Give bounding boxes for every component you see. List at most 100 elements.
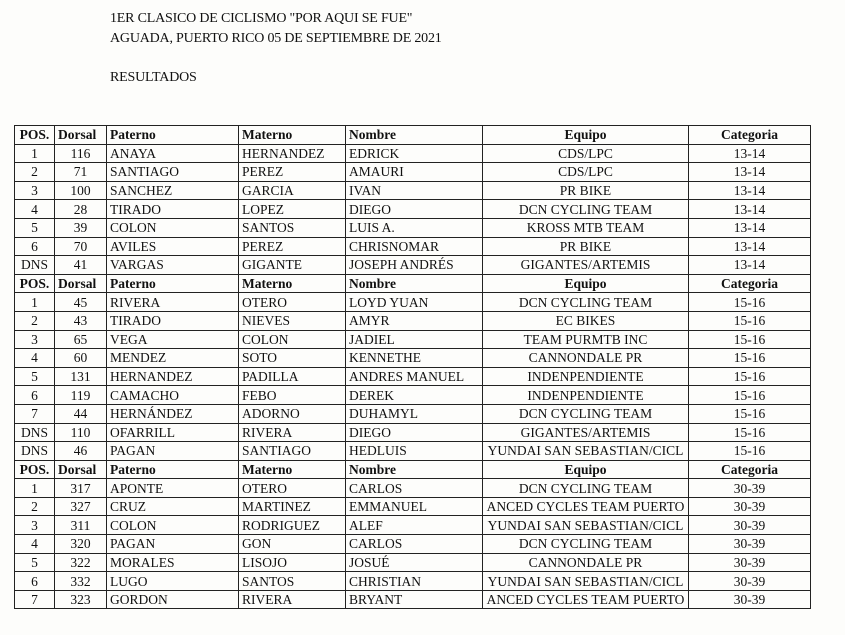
cell-categoria: 30-39 bbox=[688, 515, 811, 536]
cell-equipo: YUNDAI SAN SEBASTIAN/CICL bbox=[482, 441, 689, 461]
cell-categoria: 15-16 bbox=[688, 292, 811, 312]
cell-materno: PADILLA bbox=[238, 366, 346, 387]
column-header-dorsal: Dorsal bbox=[54, 125, 107, 145]
table-row: 3 311 COLON RODRIGUEZ ALEF YUNDAI SAN SEBASTI… bbox=[14, 515, 811, 536]
cell-equipo: YUNDAI SAN SEBASTIAN/CICL bbox=[482, 571, 689, 591]
table-row: 1 317 APONTE OTERO CARLOS DCN CYCLING TEAM 30-… bbox=[14, 478, 811, 498]
cell-nombre: EDRICK bbox=[345, 143, 483, 164]
cell-materno: PEREZ bbox=[238, 236, 346, 257]
cell-position: 2 bbox=[14, 310, 55, 331]
table-row: 2 71 SANTIAGO PEREZ AMAURI CDS/LPC 13-14 bbox=[14, 162, 811, 182]
cell-dorsal: 116 bbox=[54, 143, 107, 164]
cell-dorsal: 323 bbox=[54, 589, 107, 610]
cell-materno: NIEVES bbox=[238, 310, 346, 331]
cell-equipo: EC BIKES bbox=[482, 310, 689, 331]
column-header-materno: Materno bbox=[238, 459, 346, 480]
cell-position: 1 bbox=[14, 292, 55, 312]
cell-materno: LOPEZ bbox=[238, 199, 346, 219]
cell-paterno: CAMACHO bbox=[106, 385, 239, 405]
table-row: DNS 110 OFARRILL RIVERA DIEGO GIGANTES/ARTEMI… bbox=[14, 422, 811, 443]
cell-nombre: JOSEPH ANDRÉS bbox=[345, 255, 483, 275]
cell-dorsal: 71 bbox=[54, 162, 107, 182]
column-header-nombre: Nombre bbox=[345, 125, 483, 145]
column-header-equipo: Equipo bbox=[482, 125, 689, 145]
cell-materno: RIVERA bbox=[238, 422, 346, 443]
cell-paterno: VEGA bbox=[106, 329, 239, 350]
cell-position: 2 bbox=[14, 496, 55, 517]
cell-categoria: 13-14 bbox=[688, 255, 811, 275]
cell-position: 7 bbox=[14, 403, 55, 424]
cell-nombre: ALEF bbox=[345, 515, 483, 536]
cell-position: 7 bbox=[14, 589, 55, 610]
cell-paterno: COLON bbox=[106, 515, 239, 536]
cell-nombre: DUHAMYL bbox=[345, 403, 483, 424]
cell-dorsal: 311 bbox=[54, 515, 107, 536]
cell-nombre: LUIS A. bbox=[345, 217, 483, 238]
cell-materno: PEREZ bbox=[238, 162, 346, 182]
cell-materno: OTERO bbox=[238, 292, 346, 312]
table-row: 5 322 MORALES LISOJO JOSUÉ CANNONDALE PR 30-39 bbox=[14, 552, 811, 573]
cell-position: DNS bbox=[14, 422, 55, 443]
table-row: 5 39 COLON SANTOS LUIS A. KROSS MTB TEAM 13-14 bbox=[14, 217, 811, 238]
cell-categoria: 15-16 bbox=[688, 441, 811, 461]
cell-position: 6 bbox=[14, 571, 55, 591]
cell-materno: COLON bbox=[238, 329, 346, 350]
cell-paterno: AVILES bbox=[106, 236, 239, 257]
cell-materno: GON bbox=[238, 534, 346, 554]
column-header-categoria: Categoria bbox=[688, 273, 811, 294]
table-row: 7 44 HERNÁNDEZ ADORNO DUHAMYL DCN CYCLING TEA… bbox=[14, 403, 811, 424]
table-row: 5 131 HERNANDEZ PADILLA ANDRES MANUEL INDENPE… bbox=[14, 366, 811, 387]
table-row: 3 100 SANCHEZ GARCIA IVAN PR BIKE 13-14 bbox=[14, 180, 811, 201]
cell-nombre: IVAN bbox=[345, 180, 483, 201]
cell-nombre: AMYR bbox=[345, 310, 483, 331]
cell-equipo: DCN CYCLING TEAM bbox=[482, 534, 689, 554]
cell-categoria: 15-16 bbox=[688, 366, 811, 387]
table-row: 6 119 CAMACHO FEBO DEREK INDENPENDIENTE 15-16 bbox=[14, 385, 811, 405]
cell-materno: HERNANDEZ bbox=[238, 143, 346, 164]
cell-equipo: CDS/LPC bbox=[482, 143, 689, 164]
column-header-materno: Materno bbox=[238, 273, 346, 294]
cell-categoria: 13-14 bbox=[688, 217, 811, 238]
cell-categoria: 30-39 bbox=[688, 496, 811, 517]
cell-materno: ADORNO bbox=[238, 403, 346, 424]
cell-dorsal: 70 bbox=[54, 236, 107, 257]
column-header-categoria: Categoria bbox=[688, 459, 811, 480]
cell-materno: GARCIA bbox=[238, 180, 346, 201]
table-row: 6 70 AVILES PEREZ CHRISNOMAR PR BIKE 13-14 bbox=[14, 236, 811, 257]
cell-paterno: ANAYA bbox=[106, 143, 239, 164]
cell-dorsal: 65 bbox=[54, 329, 107, 350]
cell-position: DNS bbox=[14, 255, 55, 275]
cell-dorsal: 41 bbox=[54, 255, 107, 275]
header-row: POS. Dorsal Paterno Materno Nombre Equipo Cate… bbox=[14, 125, 811, 145]
cell-position: 6 bbox=[14, 236, 55, 257]
column-header-dorsal: Dorsal bbox=[54, 273, 107, 294]
cell-paterno: PAGAN bbox=[106, 441, 239, 461]
cell-categoria: 30-39 bbox=[688, 552, 811, 573]
cell-materno: SANTOS bbox=[238, 571, 346, 591]
cell-categoria: 30-39 bbox=[688, 571, 811, 591]
column-header-equipo: Equipo bbox=[482, 273, 689, 294]
cell-materno: RIVERA bbox=[238, 589, 346, 610]
cell-equipo: GIGANTES/ARTEMIS bbox=[482, 422, 689, 443]
cell-nombre: CARLOS bbox=[345, 478, 483, 498]
cell-paterno: GORDON bbox=[106, 589, 239, 610]
cell-nombre: DEREK bbox=[345, 385, 483, 405]
column-header-position: POS. bbox=[14, 125, 55, 145]
cell-position: 6 bbox=[14, 385, 55, 405]
cell-dorsal: 131 bbox=[54, 366, 107, 387]
cell-paterno: LUGO bbox=[106, 571, 239, 591]
cell-categoria: 15-16 bbox=[688, 348, 811, 368]
table-row: 6 332 LUGO SANTOS CHRISTIAN YUNDAI SAN SEBAST… bbox=[14, 571, 811, 591]
cell-categoria: 13-14 bbox=[688, 180, 811, 201]
cell-position: 5 bbox=[14, 552, 55, 573]
cell-dorsal: 43 bbox=[54, 310, 107, 331]
cell-equipo: INDENPENDIENTE bbox=[482, 385, 689, 405]
cell-dorsal: 39 bbox=[54, 217, 107, 238]
table-row: 2 43 TIRADO NIEVES AMYR EC BIKES 15-16 bbox=[14, 310, 811, 331]
cell-materno: LISOJO bbox=[238, 552, 346, 573]
cell-paterno: HERNÁNDEZ bbox=[106, 403, 239, 424]
cell-nombre: CARLOS bbox=[345, 534, 483, 554]
cell-paterno: SANCHEZ bbox=[106, 180, 239, 201]
table-row: 4 28 TIRADO LOPEZ DIEGO DCN CYCLING TEAM 13-14 bbox=[14, 199, 811, 219]
cell-position: 3 bbox=[14, 329, 55, 350]
